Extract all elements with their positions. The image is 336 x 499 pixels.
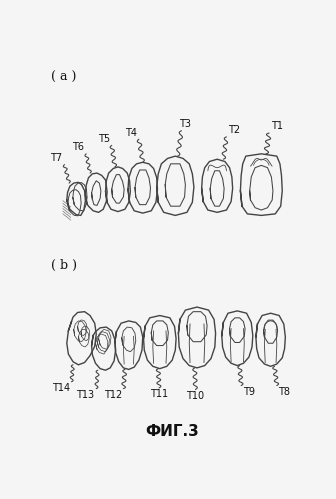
Text: T12: T12 <box>103 390 122 400</box>
Polygon shape <box>50 121 294 245</box>
Text: T13: T13 <box>76 390 94 400</box>
Text: T4: T4 <box>125 128 136 138</box>
Text: ( a ): ( a ) <box>51 71 77 84</box>
Text: T10: T10 <box>186 391 205 401</box>
Text: T11: T11 <box>150 389 168 399</box>
Text: T8: T8 <box>278 387 290 397</box>
Text: T7: T7 <box>50 153 62 163</box>
Text: T9: T9 <box>243 387 255 397</box>
Text: T6: T6 <box>72 142 84 152</box>
Text: T1: T1 <box>271 121 283 131</box>
Text: T3: T3 <box>179 119 191 129</box>
Text: T2: T2 <box>228 125 240 135</box>
Text: ( b ): ( b ) <box>51 258 77 271</box>
Text: T14: T14 <box>52 383 70 393</box>
Text: ФИГ.3: ФИГ.3 <box>145 424 199 439</box>
Text: T5: T5 <box>98 134 110 144</box>
